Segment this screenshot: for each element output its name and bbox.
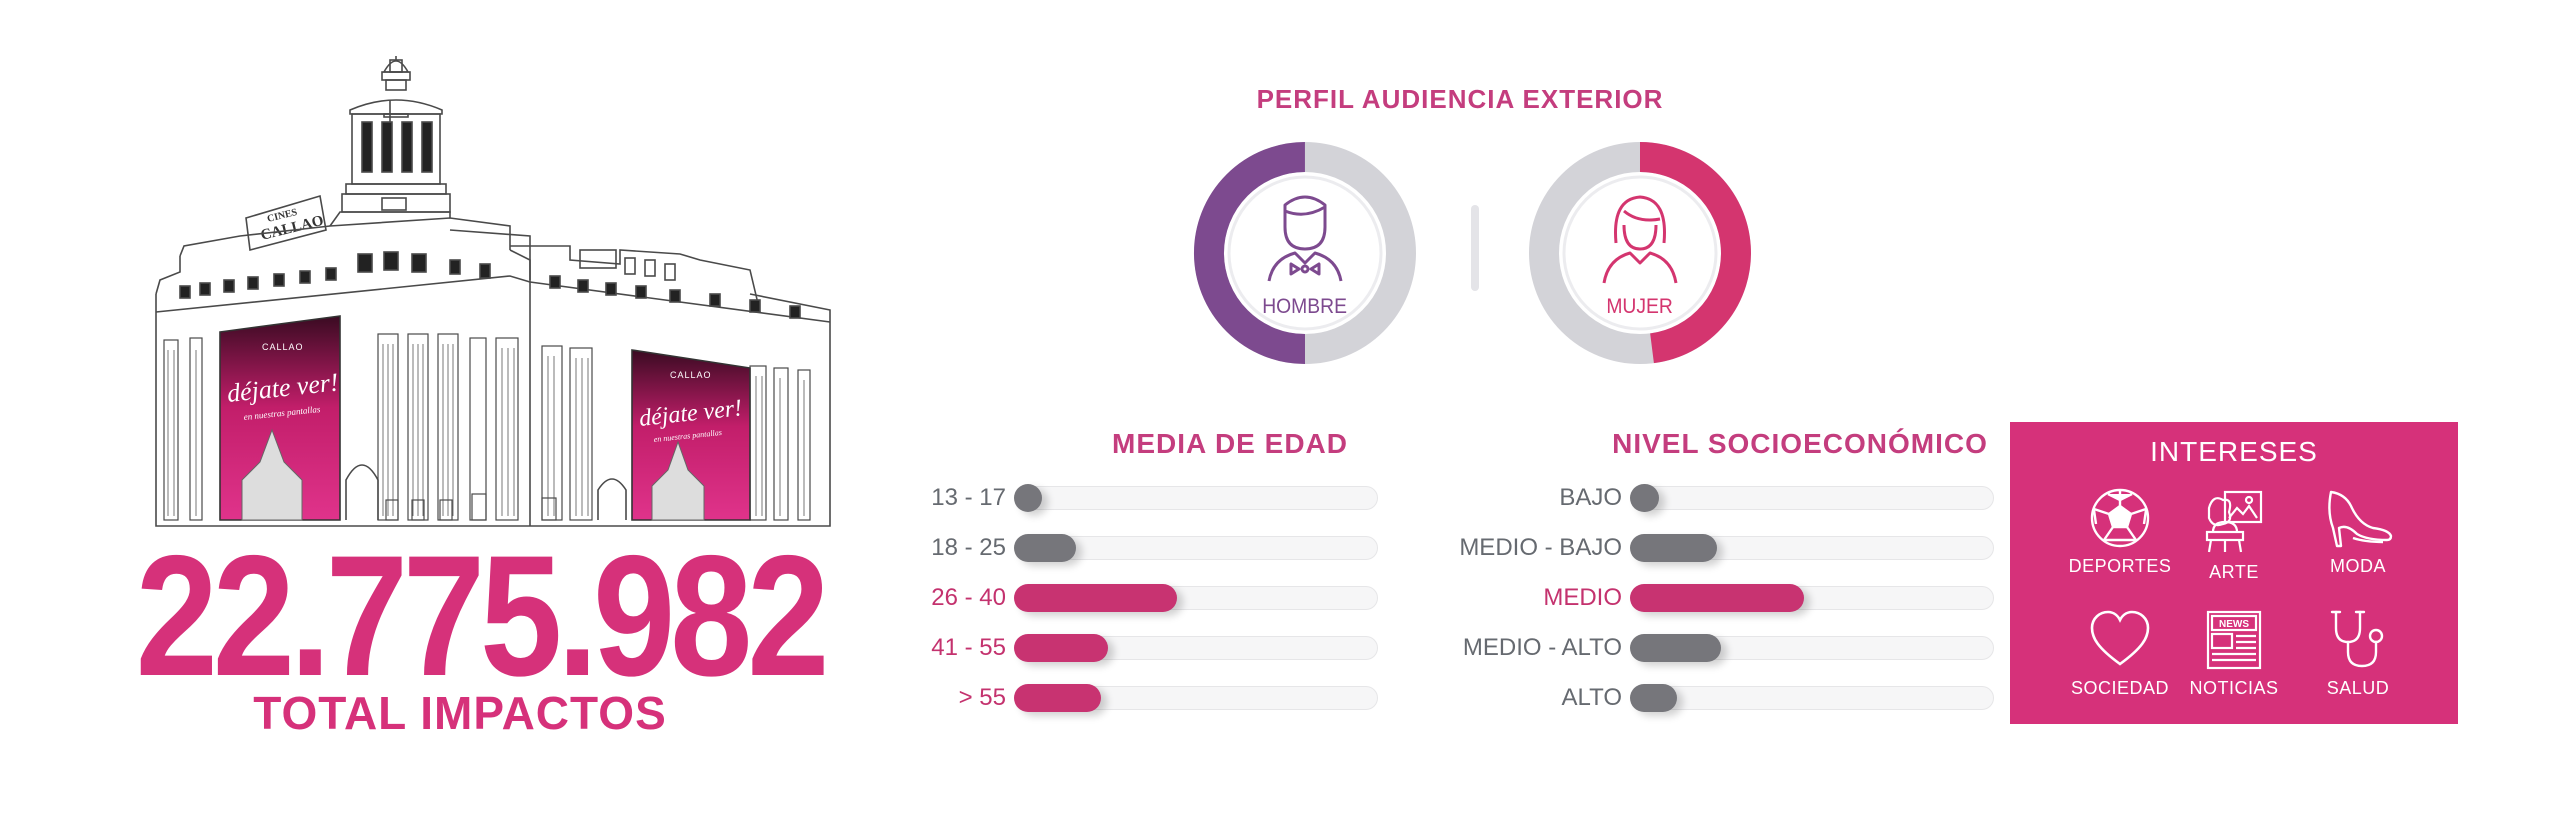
socioeconomic-row: BAJO	[1440, 478, 2004, 518]
stethoscope-icon	[2330, 610, 2384, 668]
interest-fashion-label: MODA	[2330, 556, 2386, 576]
interest-sports-label: DEPORTES	[2068, 556, 2172, 576]
age-category-label: 13 - 17	[931, 484, 1006, 511]
age-bar	[1014, 684, 1101, 712]
socioeconomic-row: MEDIO - BAJO	[1440, 528, 2004, 568]
socioeconomic-category-label: BAJO	[1559, 484, 1622, 511]
socioeconomic-category-label: MEDIO - BAJO	[1459, 534, 1622, 561]
interests-panel: INTERESES DEPORTES ARTE MODA	[2010, 422, 2458, 724]
age-row: > 55	[930, 678, 1388, 718]
age-category-label: 26 - 40	[931, 584, 1006, 611]
interest-news: NEWS NOTICIAS	[2174, 608, 2294, 699]
socioeconomic-category-label: ALTO	[1561, 684, 1622, 711]
male-person-icon	[1267, 195, 1343, 282]
age-bar	[1014, 484, 1042, 512]
age-chart-title: MEDIA DE EDAD	[1112, 428, 1348, 459]
age-track	[1016, 486, 1378, 510]
socioeconomic-row: MEDIO	[1440, 578, 2004, 618]
interest-art: ARTE	[2174, 486, 2294, 583]
age-bar	[1014, 634, 1109, 662]
art-icon	[2205, 490, 2263, 553]
female-label: MUJER	[1606, 295, 1672, 318]
age-track	[1016, 536, 1378, 560]
age-row: 13 - 17	[930, 478, 1388, 518]
age-bar	[1014, 584, 1177, 612]
socioeconomic-bar	[1630, 534, 1717, 562]
left-screen-brand: CALLAO	[262, 342, 304, 352]
soccer-ball-icon	[2090, 488, 2150, 548]
interest-fashion: MODA	[2298, 486, 2418, 577]
socioeconomic-chart-title: NIVEL SOCIOECONÓMICO	[1612, 428, 1988, 459]
interest-society: SOCIEDAD	[2060, 608, 2180, 699]
gender-divider	[1471, 205, 1479, 291]
total-impacts-value: 22.775.982	[135, 520, 830, 712]
socioeconomic-bar	[1630, 484, 1659, 512]
audience-profile-title: PERFIL AUDIENCIA EXTERIOR	[1256, 84, 1664, 114]
socioeconomic-track	[1632, 486, 1994, 510]
male-share-donut: HOMBRE	[1194, 142, 1416, 364]
interest-health-label: SALUD	[2326, 678, 2390, 698]
age-category-label: 18 - 25	[931, 534, 1006, 561]
age-category-label: 41 - 55	[931, 634, 1006, 661]
socioeconomic-category-label: MEDIO	[1543, 584, 1622, 611]
age-bar-chart: 13 - 17 18 - 25 26 - 40 41 - 55 > 55	[930, 478, 1380, 728]
female-share-donut: MUJER	[1529, 142, 1751, 364]
socioeconomic-bar	[1630, 584, 1804, 612]
socioeconomic-row: ALTO	[1440, 678, 2004, 718]
socioeconomic-track	[1632, 686, 1994, 710]
interest-society-label: SOCIEDAD	[2070, 678, 2170, 698]
age-bar	[1014, 534, 1076, 562]
socioeconomic-bar-chart: BAJO MEDIO - BAJO MEDIO MEDIO - ALTO ALTO	[1440, 478, 2000, 728]
newspaper-icon: NEWS	[2206, 610, 2262, 670]
socioeconomic-row: MEDIO - ALTO	[1440, 628, 2004, 668]
male-donut-share-arc	[1194, 142, 1306, 364]
socioeconomic-bar	[1630, 684, 1678, 712]
cines-callao-building-illustration: CINES CALLAO	[155, 56, 831, 527]
heart-icon	[2090, 610, 2150, 666]
socioeconomic-category-label: MEDIO - ALTO	[1462, 634, 1622, 661]
age-row: 41 - 55	[930, 628, 1388, 668]
total-impacts-label: TOTAL IMPACTOS	[253, 687, 667, 739]
svg-text:NEWS: NEWS	[2219, 619, 2249, 630]
interest-health: SALUD	[2298, 608, 2418, 699]
socioeconomic-bar	[1630, 634, 1721, 662]
interests-title: INTERESES	[2150, 436, 2318, 467]
female-donut-share-arc	[1639, 142, 1751, 364]
age-row: 18 - 25	[930, 528, 1388, 568]
male-label: HOMBRE	[1262, 295, 1347, 318]
high-heel-icon	[2328, 490, 2393, 548]
interest-news-label: NOTICIAS	[2189, 678, 2279, 698]
female-person-icon	[1602, 195, 1678, 284]
age-category-label: > 55	[958, 684, 1006, 711]
interest-sports: DEPORTES	[2060, 486, 2180, 577]
age-row: 26 - 40	[930, 578, 1388, 618]
right-screen-brand: CALLAO	[670, 370, 712, 380]
interest-art-label: ARTE	[2209, 562, 2259, 582]
